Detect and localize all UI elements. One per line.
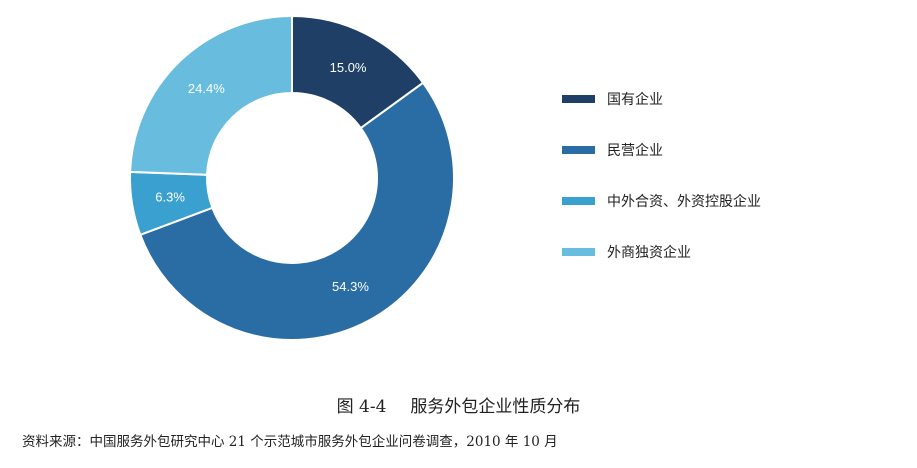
legend-swatch bbox=[562, 95, 595, 103]
legend-swatch bbox=[562, 197, 595, 205]
donut-slice-2 bbox=[138, 81, 455, 341]
legend-label: 中外合资、外资控股企业 bbox=[607, 194, 761, 210]
source-note: 资料来源：中国服务外包研究中心 21 个示范城市服务外包企业问卷调查，2010 … bbox=[22, 434, 558, 450]
legend-label: 外商独资企业 bbox=[607, 245, 691, 261]
figure-caption: 图 4-4 服务外包企业性质分布 bbox=[0, 392, 917, 417]
chart-legend: 国有企业 民营企业 中外合资、外资控股企业 外商独资企业 bbox=[562, 90, 761, 294]
legend-swatch bbox=[562, 146, 595, 154]
legend-swatch bbox=[562, 248, 595, 256]
slice-value-label-3: 6.3% bbox=[155, 190, 185, 205]
legend-item-state-owned: 国有企业 bbox=[562, 90, 761, 108]
figure-title: 服务外包企业性质分布 bbox=[410, 397, 581, 417]
legend-label: 民营企业 bbox=[607, 143, 663, 159]
legend-item-wholly-foreign: 外商独资企业 bbox=[562, 243, 761, 261]
figure-number: 图 4-4 bbox=[336, 397, 387, 417]
slice-value-label-4: 24.4% bbox=[188, 81, 225, 96]
slice-value-label-1: 15.0% bbox=[330, 60, 367, 75]
slice-value-label-2: 54.3% bbox=[332, 279, 369, 294]
donut-slice-4 bbox=[129, 14, 293, 176]
legend-item-private: 民营企业 bbox=[562, 141, 761, 159]
donut-chart: 15.0% 54.3% 6.3% 24.4% bbox=[129, 14, 455, 341]
legend-label: 国有企业 bbox=[607, 92, 663, 108]
legend-item-joint-venture: 中外合资、外资控股企业 bbox=[562, 192, 761, 210]
